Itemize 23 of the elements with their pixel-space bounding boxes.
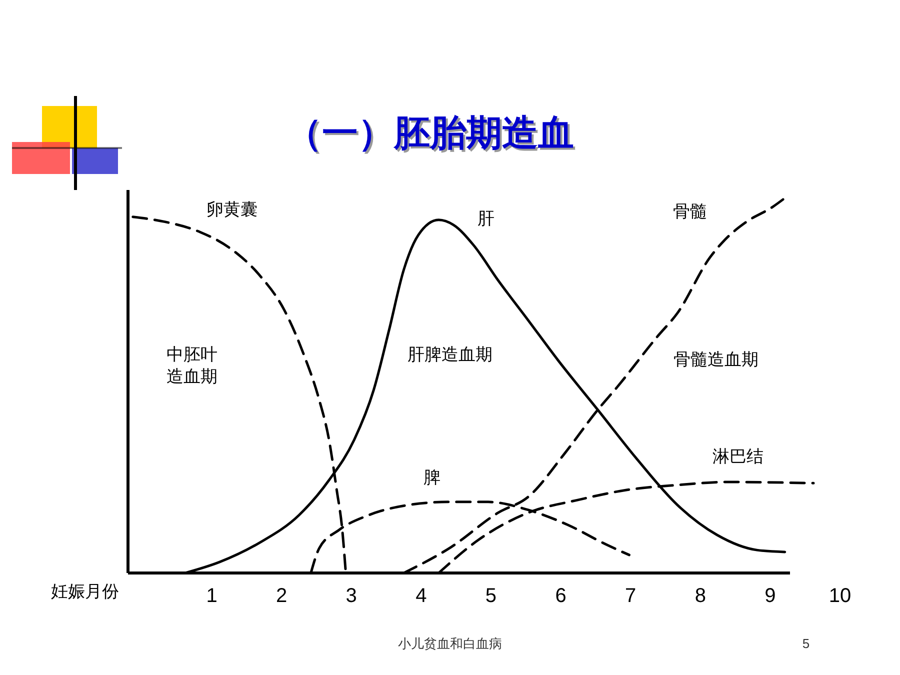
annotation: 中胚叶 bbox=[166, 345, 218, 364]
text: 小儿贫血和白血病 bbox=[398, 636, 502, 651]
series-label: 骨髓 bbox=[673, 202, 707, 221]
x-tick-label: 7 bbox=[625, 585, 636, 607]
annotation: 肝脾造血期 bbox=[408, 345, 492, 364]
text: 5 bbox=[802, 636, 810, 651]
series-label: 肝 bbox=[478, 209, 494, 228]
x-tick-label: 2 bbox=[276, 585, 288, 607]
x-tick-label: 8 bbox=[694, 585, 706, 607]
x-tick-label: 10 bbox=[828, 585, 852, 607]
annotation: 造血期 bbox=[166, 367, 218, 386]
x-tick-label: 6 bbox=[555, 585, 566, 607]
x-tick-label: 4 bbox=[416, 585, 427, 607]
x-tick-label: 3 bbox=[346, 585, 357, 607]
series-label: 卵黄囊 bbox=[206, 200, 258, 219]
series-label: 脾 bbox=[424, 468, 440, 487]
chart-title: （一）胚胎期造血 bbox=[288, 114, 576, 155]
x-tick-label: 9 bbox=[764, 585, 776, 607]
x-tick-label: 5 bbox=[485, 585, 497, 607]
annotation: 骨髓造血期 bbox=[674, 350, 758, 369]
x-axis-title: 妊娠月份 bbox=[51, 582, 119, 601]
x-tick-label: 1 bbox=[206, 585, 218, 607]
series-label: 淋巴结 bbox=[712, 447, 764, 466]
